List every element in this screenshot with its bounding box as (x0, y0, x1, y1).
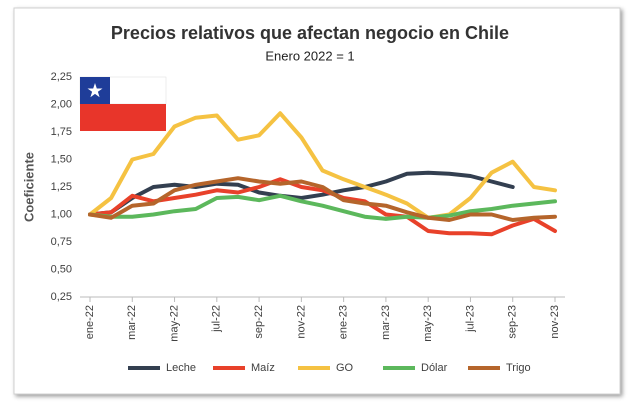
x-tick-label: may-23 (422, 305, 434, 342)
y-tick-label: 1,25 (51, 181, 72, 193)
flag (79, 76, 167, 131)
series-line (88, 177, 557, 237)
x-tick-label: jul-23 (464, 305, 476, 333)
x-tick-label: sep-22 (253, 305, 265, 339)
y-tick-label: 0,75 (51, 236, 72, 248)
series-line (88, 170, 515, 217)
y-tick-label: 2,25 (51, 71, 72, 83)
series-line (88, 193, 557, 221)
y-tick-label: 1,00 (51, 208, 72, 220)
chart-subtitle: Enero 2022 = 1 (265, 48, 354, 63)
legend-label: Dólar (421, 362, 448, 374)
series-line (88, 176, 557, 222)
legend-label: Leche (166, 362, 196, 374)
legend-label: Trigo (506, 362, 531, 374)
frame (13, 7, 621, 395)
x-tick-label: nov-23 (549, 305, 561, 339)
x-tick-label: jul-22 (211, 305, 223, 333)
y-tick-label: 1,50 (51, 153, 72, 165)
y-tick-label: 2,00 (51, 98, 72, 110)
x-tick-label: mar-23 (380, 305, 392, 340)
x-tick-label: ene-22 (84, 305, 96, 339)
y-tick-label: 0,50 (51, 263, 72, 275)
chart-title: Precios relativos que afectan negocio en… (111, 23, 509, 43)
x-tick-label: ene-23 (338, 305, 350, 339)
x-tick-label: mar-22 (126, 305, 138, 340)
x-tick-label: nov-22 (295, 305, 307, 339)
series-line (88, 111, 557, 220)
y-axis-label: Coeficiente (21, 152, 36, 222)
x-tick-label: sep-23 (507, 305, 519, 339)
legend-label: GO (336, 362, 354, 374)
x-tick-label: may-22 (168, 305, 180, 342)
legend-label: Maíz (251, 362, 275, 374)
y-tick-label: 0,25 (51, 291, 72, 303)
y-tick-label: 1,75 (51, 126, 72, 138)
